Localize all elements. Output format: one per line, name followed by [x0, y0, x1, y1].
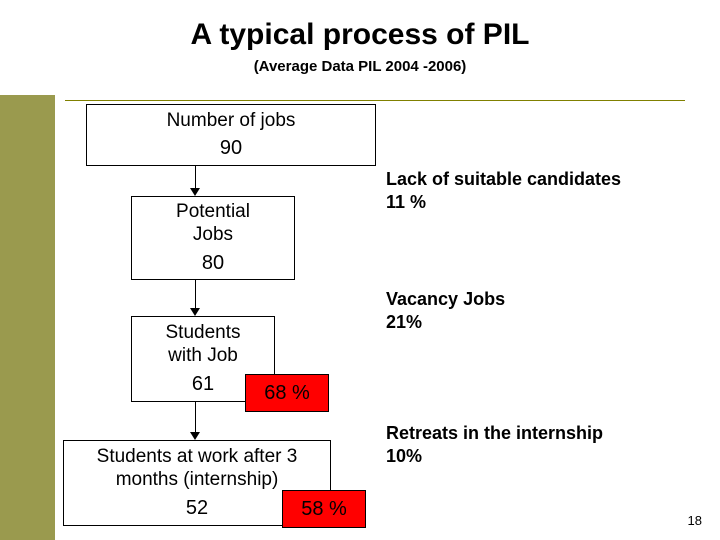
badge-68-percent: 68 % [245, 374, 329, 412]
arrow-head-icon [190, 432, 200, 440]
box-potential-jobs: PotentialJobs 80 [131, 196, 295, 280]
box-label: Students at work after 3months (internsh… [64, 446, 330, 492]
note-line: 10% [386, 445, 603, 468]
note-line: 11 % [386, 191, 621, 214]
note-line: Retreats in the internship [386, 422, 603, 445]
note-line: Lack of suitable candidates [386, 168, 621, 191]
box-value: 80 [132, 251, 294, 275]
box-number-of-jobs: Number of jobs 90 [86, 104, 376, 166]
box-value: 90 [87, 136, 375, 160]
note-vacancy-jobs: Vacancy Jobs 21% [386, 288, 505, 333]
flow-arrow [195, 166, 196, 188]
slide-number: 18 [688, 513, 702, 528]
arrow-head-icon [190, 188, 200, 196]
flow-arrow [195, 280, 196, 308]
box-label: Number of jobs [87, 110, 375, 133]
title-underline [65, 100, 685, 101]
sidebar-accent [0, 95, 55, 540]
badge-58-percent: 58 % [282, 490, 366, 528]
flow-arrow [195, 402, 196, 432]
slide-subtitle: (Average Data PIL 2004 -2006) [0, 58, 720, 75]
note-line: Vacancy Jobs [386, 288, 505, 311]
box-label: PotentialJobs [132, 201, 294, 247]
note-retreats: Retreats in the internship 10% [386, 422, 603, 467]
note-line: 21% [386, 311, 505, 334]
arrow-head-icon [190, 308, 200, 316]
note-lack-of-candidates: Lack of suitable candidates 11 % [386, 168, 621, 213]
box-label: Studentswith Job [132, 322, 274, 368]
slide-title: A typical process of PIL [0, 18, 720, 52]
